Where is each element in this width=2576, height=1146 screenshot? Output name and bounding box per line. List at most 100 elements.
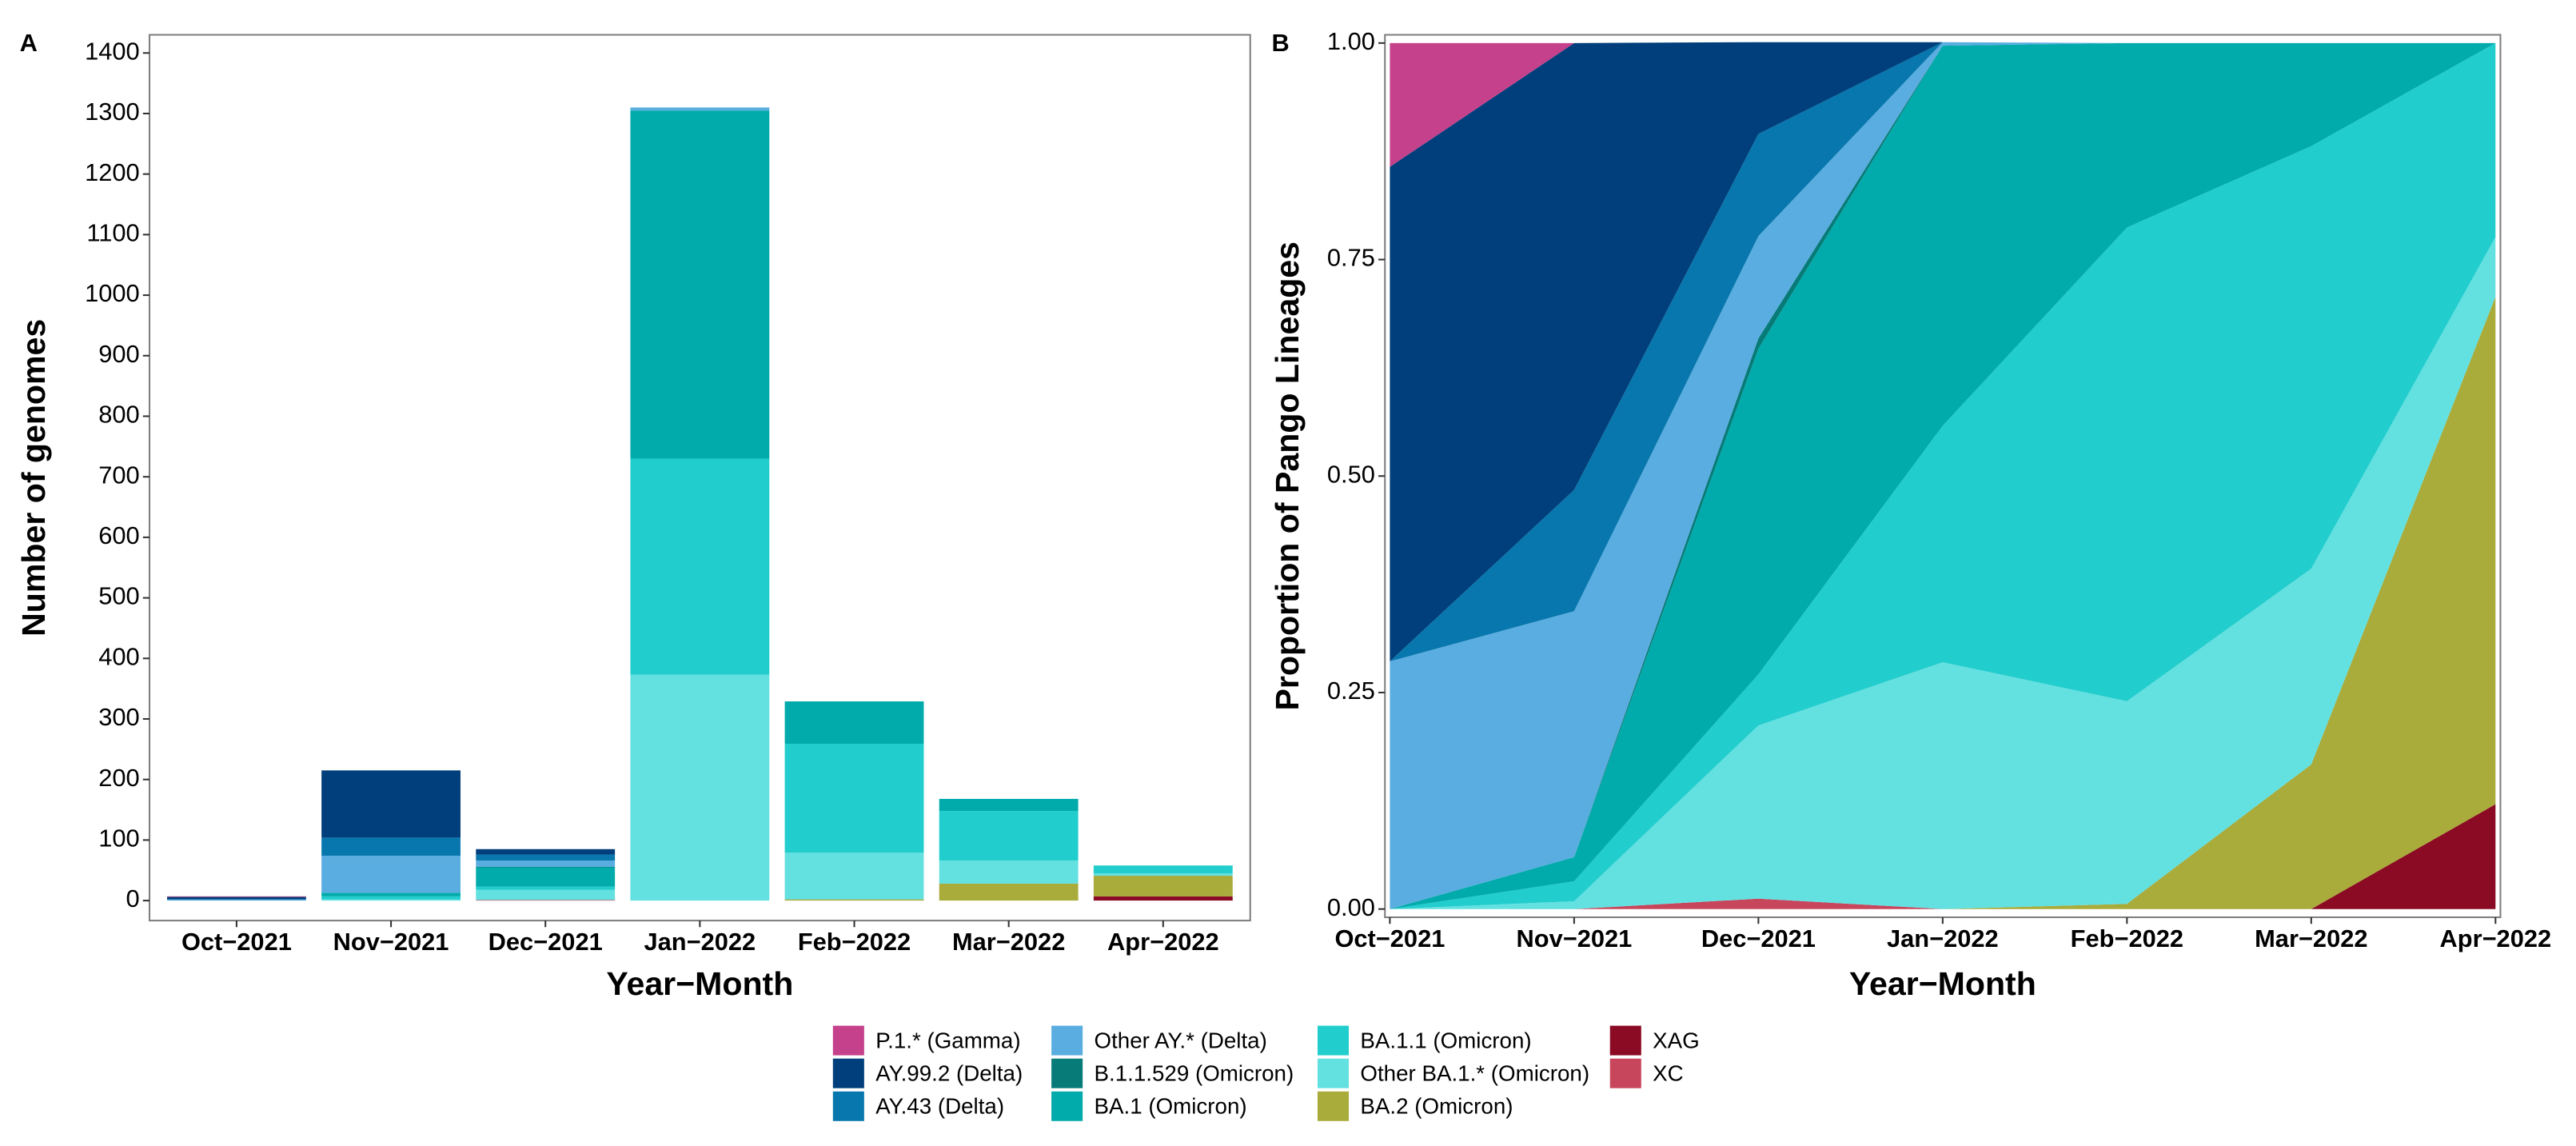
y-tick-label: 1300 bbox=[85, 98, 140, 126]
bar-segment bbox=[784, 899, 924, 901]
x-tick-label: Feb−2022 bbox=[2071, 924, 2183, 952]
y-tick-label: 1400 bbox=[85, 37, 140, 65]
bar-segment bbox=[476, 854, 616, 861]
x-tick-label: Apr−2022 bbox=[2440, 924, 2552, 952]
legend-label: Other BA.1.* (Omicron) bbox=[1360, 1061, 1589, 1086]
area bbox=[1390, 804, 2496, 909]
x-tick-label: Jan−2022 bbox=[1887, 924, 1999, 952]
y-axis-title: Proportion of Pango Lineages bbox=[1269, 242, 1306, 711]
bar-segment bbox=[939, 883, 1079, 901]
legend-swatch bbox=[1317, 1091, 1350, 1121]
bar-segment bbox=[630, 107, 770, 111]
legend-label: BA.1.1 (Omicron) bbox=[1360, 1028, 1531, 1052]
area bbox=[1390, 42, 2496, 167]
bar-segment bbox=[939, 811, 1079, 861]
bar-segment bbox=[321, 899, 461, 901]
bar-segment bbox=[321, 892, 461, 896]
y-axis-title: Number of genomes bbox=[15, 319, 52, 637]
area bbox=[1390, 237, 2496, 909]
bar-segment bbox=[321, 896, 461, 900]
bar-segment bbox=[476, 849, 616, 855]
legend-label: BA.2 (Omicron) bbox=[1360, 1094, 1513, 1119]
y-tick-label: 1200 bbox=[85, 158, 140, 186]
x-tick-label: Apr−2022 bbox=[1107, 928, 1219, 956]
bar-segment bbox=[1093, 876, 1233, 896]
legend-label: XC bbox=[1653, 1061, 1684, 1086]
bar-segment bbox=[939, 798, 1079, 812]
bar-segment bbox=[939, 860, 1079, 884]
y-tick-label: 0.50 bbox=[1327, 460, 1375, 488]
bar-segment bbox=[166, 896, 306, 900]
x-axis-title: Year−Month bbox=[606, 965, 793, 1002]
y-tick-label: 600 bbox=[98, 521, 139, 549]
legend-swatch bbox=[1317, 1058, 1350, 1088]
x-tick-label: Feb−2022 bbox=[798, 928, 911, 956]
bar-segment bbox=[784, 853, 924, 900]
bar-segment bbox=[630, 674, 770, 901]
bar-segment bbox=[321, 770, 461, 838]
legend-swatch bbox=[1609, 1025, 1641, 1056]
x-tick-label: Jan−2022 bbox=[644, 928, 756, 956]
legend-swatch bbox=[1051, 1058, 1083, 1088]
y-tick-label: 0.75 bbox=[1327, 244, 1375, 272]
y-tick-label: 0 bbox=[126, 884, 140, 912]
y-tick-label: 0.00 bbox=[1327, 893, 1375, 921]
x-axis-title: Year−Month bbox=[1849, 965, 2036, 1002]
x-tick-label: Dec−2021 bbox=[488, 928, 603, 956]
legend-swatch bbox=[832, 1058, 864, 1088]
legend-swatch bbox=[832, 1025, 864, 1056]
legend-label: B.1.1.529 (Omicron) bbox=[1095, 1061, 1294, 1086]
x-tick-label: Mar−2022 bbox=[952, 928, 1065, 956]
legend-label: AY.99.2 (Delta) bbox=[875, 1061, 1023, 1086]
y-tick-label: 800 bbox=[98, 401, 139, 429]
y-tick-label: 0.25 bbox=[1327, 677, 1375, 705]
bar-segment bbox=[321, 856, 461, 893]
legend-swatch bbox=[1051, 1025, 1083, 1056]
panel-label: B bbox=[1271, 29, 1289, 57]
area bbox=[1390, 42, 2496, 909]
bar-segment bbox=[630, 458, 770, 675]
bar-segment bbox=[476, 860, 616, 867]
bar-segment bbox=[1093, 865, 1233, 874]
legend-label: Other AY.* (Delta) bbox=[1095, 1028, 1267, 1052]
x-tick-label: Mar−2022 bbox=[2255, 924, 2367, 952]
y-tick-label: 500 bbox=[98, 582, 139, 610]
bar-segment bbox=[476, 886, 616, 890]
plot-area bbox=[1390, 42, 2496, 909]
y-tick-label: 900 bbox=[98, 340, 139, 368]
legend-label: AY.43 (Delta) bbox=[875, 1094, 1004, 1119]
bar-segment bbox=[784, 701, 924, 745]
y-tick-label: 1000 bbox=[85, 279, 140, 307]
y-tick-label: 100 bbox=[98, 825, 139, 853]
bar-segment bbox=[1093, 873, 1233, 876]
bar-segment bbox=[476, 889, 616, 900]
x-tick-label: Oct−2021 bbox=[181, 928, 292, 956]
legend-swatch bbox=[1317, 1025, 1350, 1056]
legend-swatch bbox=[1051, 1091, 1083, 1121]
x-tick-label: Oct−2021 bbox=[1334, 924, 1445, 952]
plot-area bbox=[166, 107, 1233, 901]
legend-label: P.1.* (Gamma) bbox=[875, 1028, 1020, 1052]
bar-segment bbox=[476, 866, 616, 868]
y-tick-label: 1100 bbox=[86, 219, 139, 247]
area bbox=[1390, 42, 2496, 662]
area bbox=[1390, 42, 2496, 662]
x-tick-label: Nov−2021 bbox=[1517, 924, 1633, 952]
bar-segment bbox=[321, 837, 461, 857]
bar-segment bbox=[1093, 896, 1233, 901]
y-tick-label: 1.00 bbox=[1327, 27, 1375, 55]
legend-label: XAG bbox=[1653, 1028, 1700, 1052]
legend-label: BA.1 (Omicron) bbox=[1095, 1094, 1247, 1119]
bar-segment bbox=[784, 744, 924, 853]
y-tick-label: 700 bbox=[98, 461, 139, 489]
area bbox=[1390, 297, 2496, 909]
legend-swatch bbox=[1609, 1058, 1641, 1088]
y-tick-label: 300 bbox=[98, 703, 139, 731]
bar-segment bbox=[476, 867, 616, 887]
bar-segment bbox=[630, 110, 770, 459]
area bbox=[1390, 42, 2496, 909]
bar-segment bbox=[166, 899, 306, 901]
x-tick-label: Nov−2021 bbox=[333, 928, 449, 956]
